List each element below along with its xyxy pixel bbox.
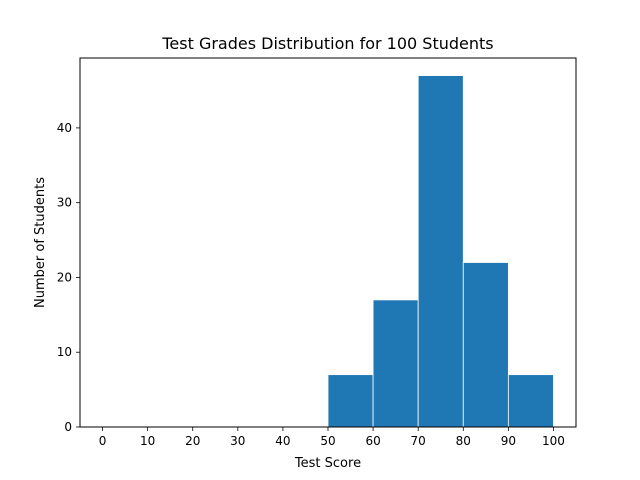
x-tick-label: 30	[230, 434, 245, 448]
x-tick-label: 60	[365, 434, 380, 448]
x-tick-label: 70	[411, 434, 426, 448]
histogram-bar-90-100	[507, 374, 554, 428]
x-axis-ticks: 0 10 20 30 40 50 60 70 80 90 100	[99, 427, 565, 448]
y-tick-label: 10	[57, 345, 72, 359]
y-tick-label: 40	[57, 121, 72, 135]
x-tick-label: 0	[99, 434, 107, 448]
x-tick-label: 50	[320, 434, 335, 448]
bars-group	[327, 75, 554, 428]
y-tick-label: 30	[57, 196, 72, 210]
x-tick-label: 90	[501, 434, 516, 448]
x-tick-label: 80	[456, 434, 471, 448]
x-tick-label: 20	[185, 434, 200, 448]
x-tick-label: 100	[542, 434, 565, 448]
histogram-bar-80-90	[462, 262, 509, 428]
y-tick-label: 20	[57, 270, 72, 284]
histogram-bar-70-80	[417, 75, 464, 428]
x-tick-label: 10	[140, 434, 155, 448]
histogram-bar-60-70	[372, 299, 419, 428]
x-axis-label: Test Score	[294, 456, 361, 471]
y-tick-label: 0	[64, 420, 72, 434]
y-axis-ticks: 0 10 20 30 40	[57, 121, 80, 434]
chart-title: Test Grades Distribution for 100 Student…	[161, 34, 493, 53]
x-tick-label: 40	[275, 434, 290, 448]
y-axis-label: Number of Students	[33, 177, 48, 308]
histogram-bar-50-60	[327, 374, 374, 428]
